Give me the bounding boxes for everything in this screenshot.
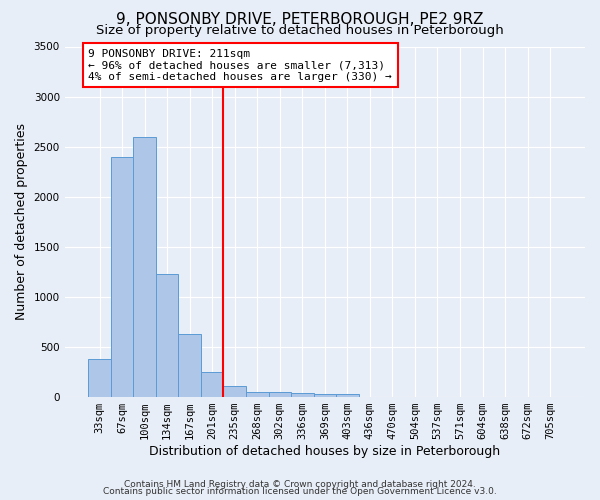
Bar	[314, 394, 336, 396]
Bar	[246, 392, 269, 396]
Bar	[178, 334, 201, 396]
Bar	[156, 274, 178, 396]
Bar	[269, 392, 291, 396]
X-axis label: Distribution of detached houses by size in Peterborough: Distribution of detached houses by size …	[149, 444, 500, 458]
Text: Contains HM Land Registry data © Crown copyright and database right 2024.: Contains HM Land Registry data © Crown c…	[124, 480, 476, 489]
Text: Size of property relative to detached houses in Peterborough: Size of property relative to detached ho…	[96, 24, 504, 37]
Text: 9 PONSONBY DRIVE: 211sqm
← 96% of detached houses are smaller (7,313)
4% of semi: 9 PONSONBY DRIVE: 211sqm ← 96% of detach…	[88, 48, 392, 82]
Text: 9, PONSONBY DRIVE, PETERBOROUGH, PE2 9RZ: 9, PONSONBY DRIVE, PETERBOROUGH, PE2 9RZ	[116, 12, 484, 28]
Bar	[133, 136, 156, 396]
Bar	[291, 392, 314, 396]
Bar	[223, 386, 246, 396]
Bar	[336, 394, 359, 396]
Bar	[201, 372, 223, 396]
Bar	[88, 359, 111, 397]
Y-axis label: Number of detached properties: Number of detached properties	[15, 123, 28, 320]
Bar	[111, 156, 133, 396]
Text: Contains public sector information licensed under the Open Government Licence v3: Contains public sector information licen…	[103, 487, 497, 496]
